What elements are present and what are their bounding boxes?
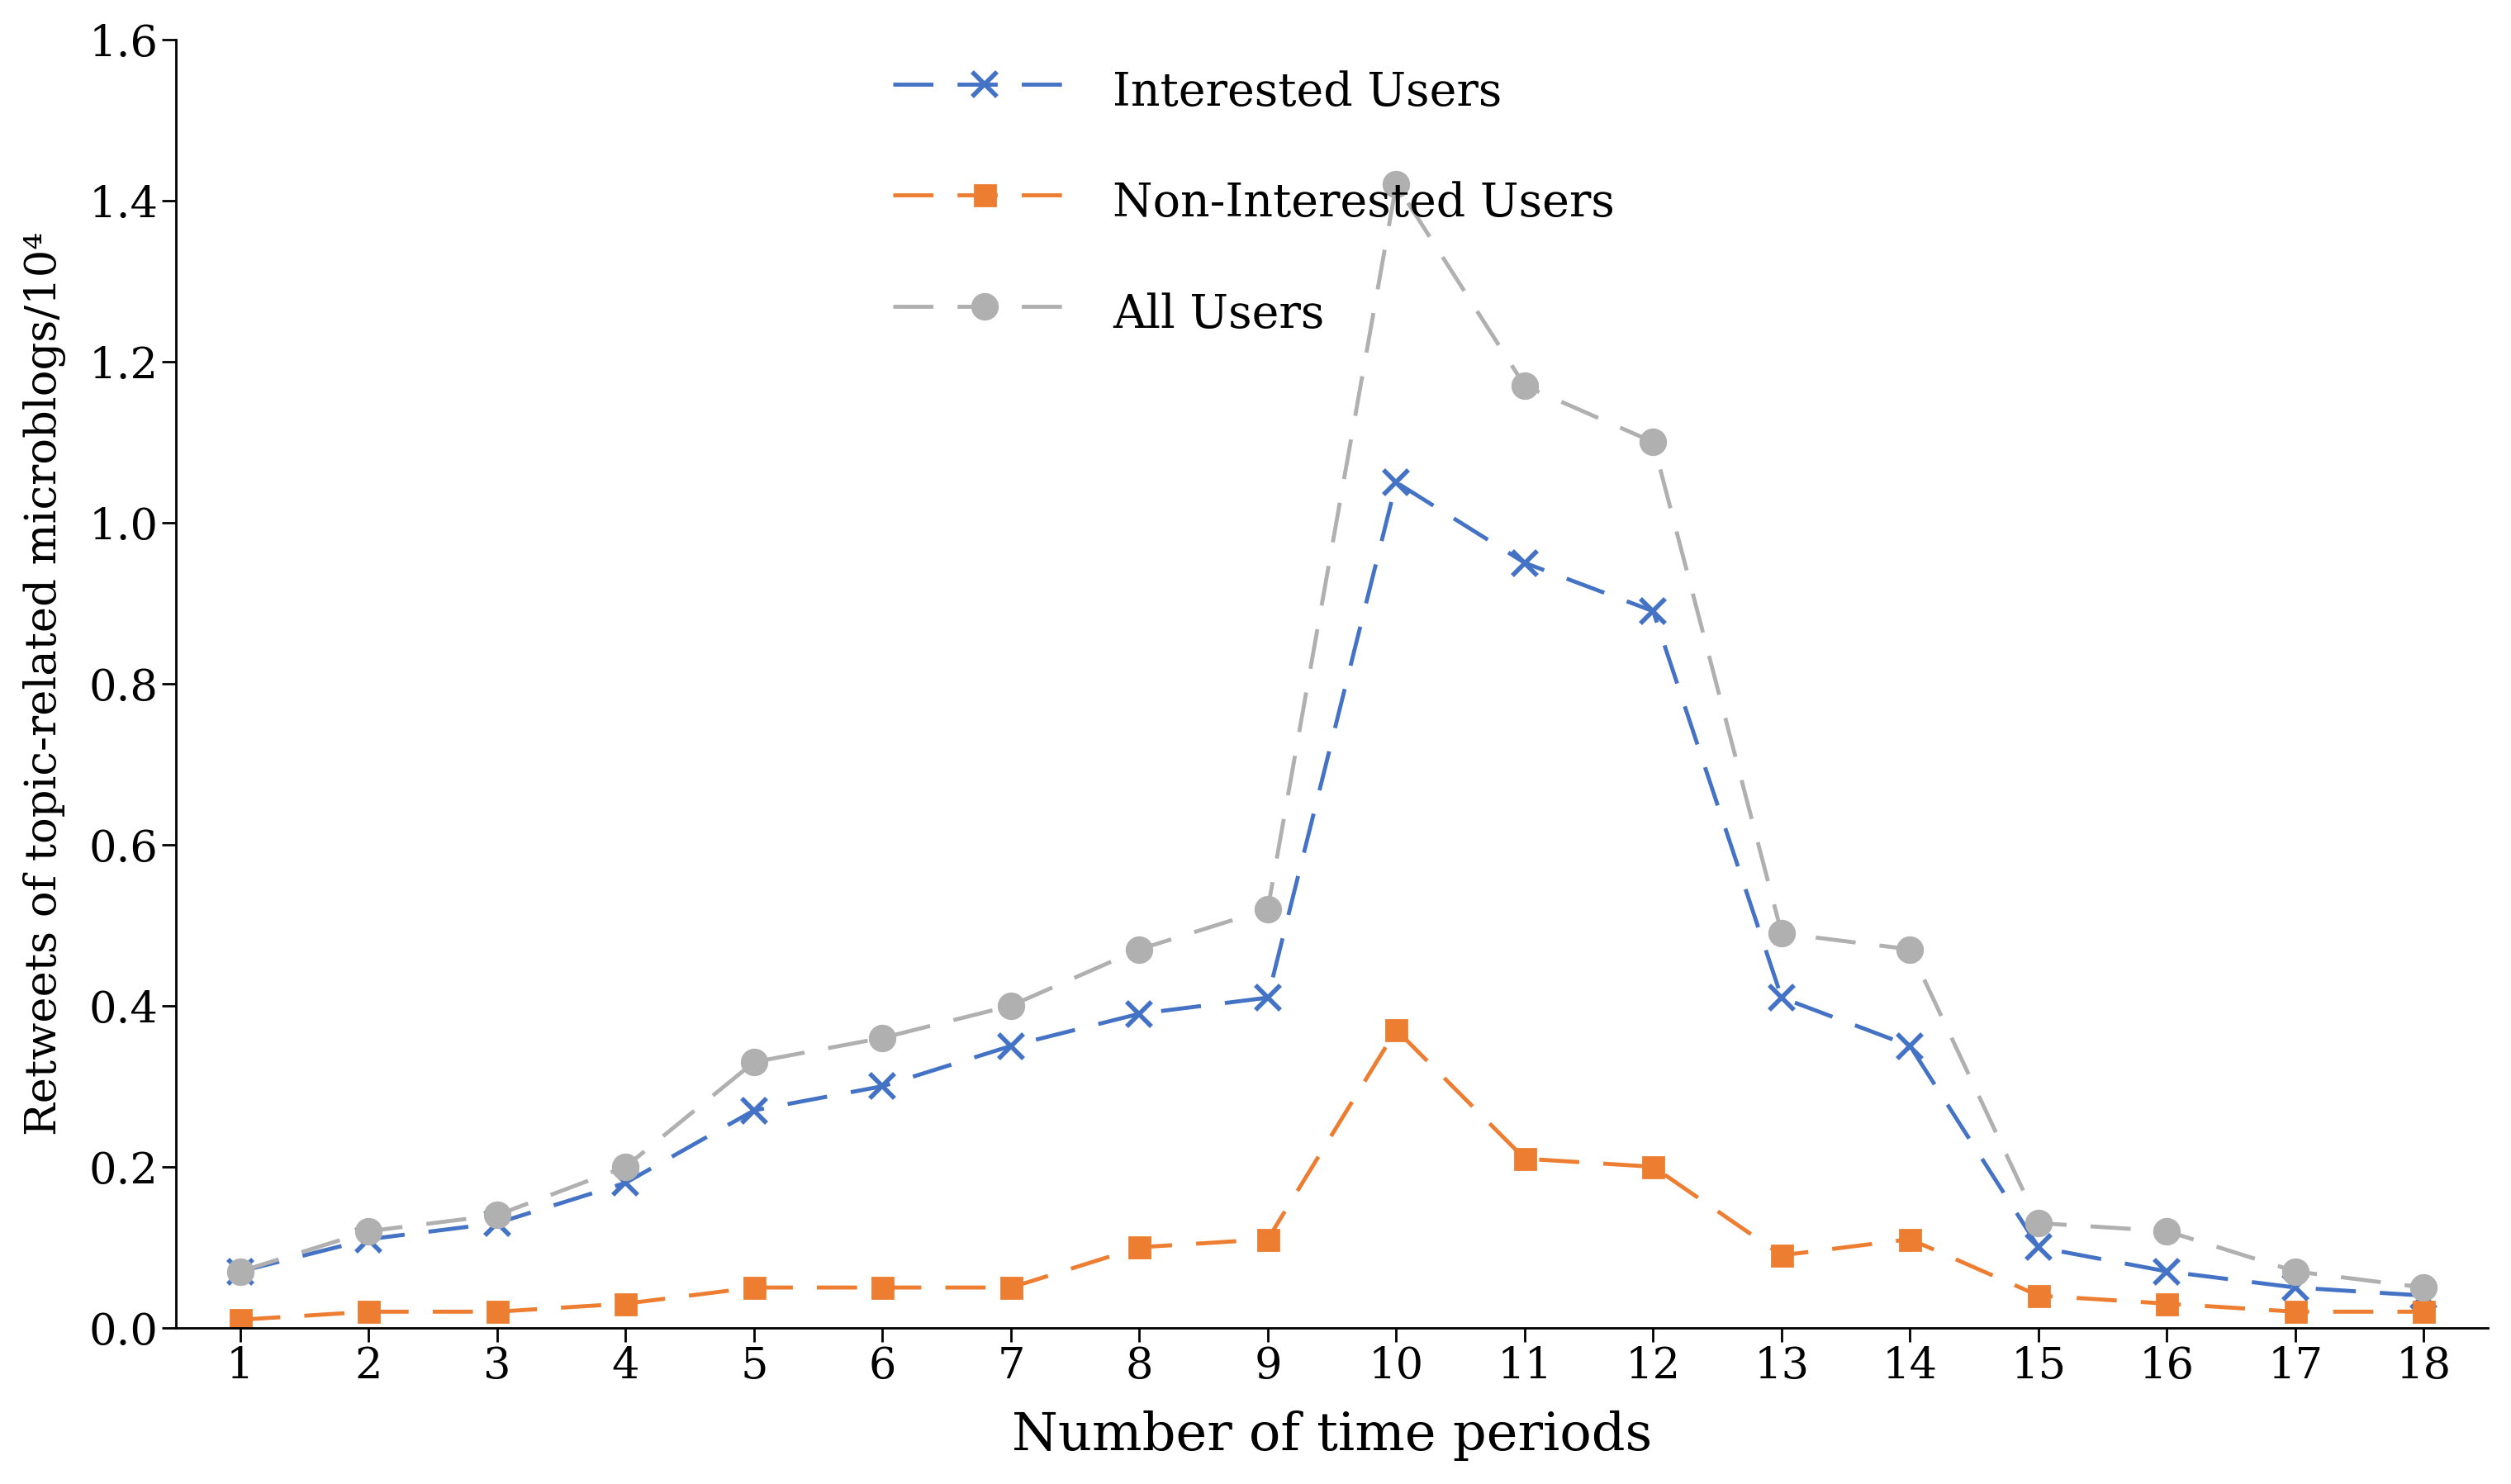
All Users <box>1509 377 1539 395</box>
Interested Users <box>1768 988 1798 1006</box>
All Users <box>1381 175 1411 193</box>
Interested Users <box>354 1230 384 1248</box>
Non-Interested Users <box>2152 1294 2182 1312</box>
Non-Interested Users <box>1125 1238 1155 1255</box>
Non-Interested Users <box>226 1310 256 1328</box>
Non-Interested Users <box>1896 1230 1926 1248</box>
Line: Interested Users: Interested Users <box>229 470 2436 1309</box>
Interested Users <box>610 1174 640 1192</box>
All Users <box>2152 1223 2182 1241</box>
Non-Interested Users <box>482 1303 512 1321</box>
Interested Users <box>2024 1238 2054 1255</box>
Non-Interested Users <box>354 1303 384 1321</box>
Interested Users <box>1125 1005 1155 1022</box>
Non-Interested Users <box>1253 1230 1283 1248</box>
Interested Users <box>997 1037 1027 1055</box>
All Users <box>226 1263 256 1281</box>
All Users <box>1896 941 1926 959</box>
All Users <box>1768 925 1798 942</box>
Interested Users <box>2152 1263 2182 1281</box>
Interested Users <box>1509 554 1539 571</box>
Interested Users <box>2408 1287 2438 1304</box>
Non-Interested Users <box>610 1294 640 1312</box>
All Users <box>1253 901 1283 919</box>
X-axis label: Number of time periods: Number of time periods <box>1012 1411 1652 1462</box>
All Users <box>866 1028 896 1046</box>
All Users <box>1125 941 1155 959</box>
All Users <box>2280 1263 2310 1281</box>
Non-Interested Users <box>2024 1287 2054 1304</box>
Interested Users <box>1637 603 1667 620</box>
All Users <box>482 1206 512 1224</box>
Non-Interested Users <box>1509 1150 1539 1168</box>
All Users <box>2024 1214 2054 1232</box>
Non-Interested Users <box>1381 1021 1411 1039</box>
Non-Interested Users <box>738 1279 768 1297</box>
Line: All Users: All Users <box>229 172 2436 1300</box>
All Users <box>610 1158 640 1175</box>
Interested Users <box>738 1101 768 1119</box>
Interested Users <box>226 1263 256 1281</box>
Interested Users <box>2280 1279 2310 1297</box>
Non-Interested Users <box>1768 1247 1798 1264</box>
Interested Users <box>1253 988 1283 1006</box>
Non-Interested Users <box>866 1279 896 1297</box>
All Users <box>1637 433 1667 451</box>
Non-Interested Users <box>1637 1158 1667 1175</box>
All Users <box>738 1054 768 1071</box>
Non-Interested Users <box>997 1279 1027 1297</box>
All Users <box>2408 1279 2438 1297</box>
Legend: Interested Users, Non-Interested Users, All Users: Interested Users, Non-Interested Users, … <box>891 62 1615 340</box>
Interested Users <box>1381 473 1411 491</box>
Line: Non-Interested Users: Non-Interested Users <box>231 1020 2433 1330</box>
Non-Interested Users <box>2408 1303 2438 1321</box>
Interested Users <box>866 1077 896 1095</box>
Non-Interested Users <box>2280 1303 2310 1321</box>
All Users <box>997 997 1027 1015</box>
Interested Users <box>1896 1037 1926 1055</box>
Y-axis label: Retweets of topic-related microblogs/10⁴: Retweets of topic-related microblogs/10⁴ <box>23 232 65 1135</box>
All Users <box>354 1223 384 1241</box>
Interested Users <box>482 1214 512 1232</box>
